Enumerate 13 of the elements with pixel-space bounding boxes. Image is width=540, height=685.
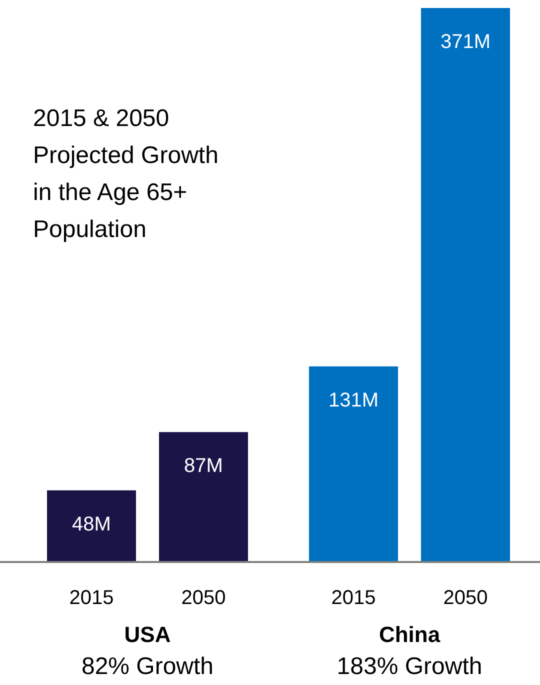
- data-label: 371M: [440, 31, 491, 53]
- data-label: 48M: [72, 513, 111, 536]
- text: China: [378, 622, 441, 647]
- data-label: 87M: [184, 455, 223, 478]
- text: 183% Growth: [336, 653, 482, 680]
- data-label: 131M: [328, 389, 379, 412]
- x-tick-label: 2015: [331, 587, 376, 609]
- x-tick-label: 2050: [181, 587, 226, 609]
- x-tick-label: 2050: [443, 587, 488, 609]
- text: USA: [124, 622, 171, 647]
- text: 82% Growth: [81, 653, 214, 680]
- text: 2015 & 2050 Projected Growth in the Age 65+ Population: [33, 105, 218, 243]
- x-tick-label: 2015: [69, 587, 114, 609]
